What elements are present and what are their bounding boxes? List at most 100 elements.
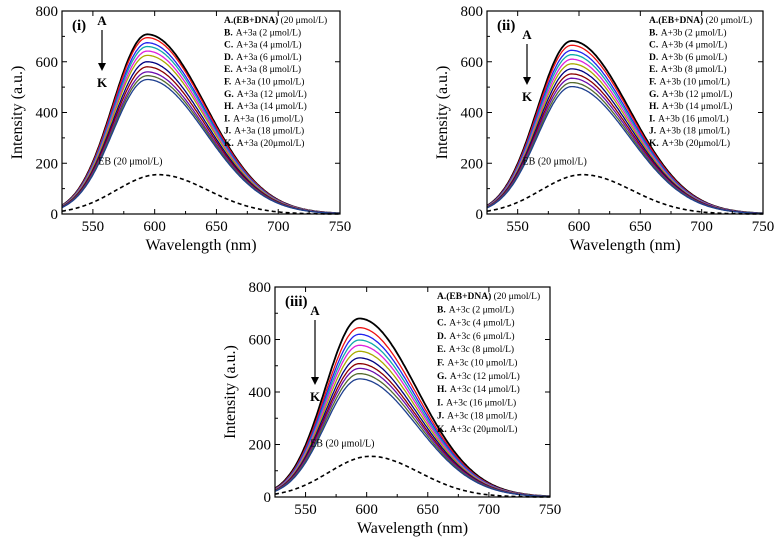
legend-key: I. (649, 114, 655, 124)
legend-key: F. (224, 78, 231, 88)
legend-text: (EB+DNA) (658, 15, 703, 26)
legend-key: I. (224, 114, 230, 124)
eb-curve-label: EB (20 μmol/L) (98, 157, 162, 168)
legend-key: A. (224, 16, 233, 26)
chart-panel-i: 550 600 650 700 750 0 200 400 600 800 Wavelength (… (9, 4, 351, 254)
legend-key: E. (224, 65, 233, 75)
panel-label: (iii) (285, 294, 308, 310)
x-tick-label: 700 (478, 502, 501, 518)
legend-entry: F. A+3a (10 μmol/L) (224, 77, 304, 88)
y-tick-label: 200 (36, 156, 59, 172)
legend-text: (20 μmol/L) (278, 15, 327, 26)
x-tick-label: 650 (417, 502, 440, 518)
legend-text: A+3a (10 μmol/L) (234, 77, 304, 88)
legend-text: A+3c (16 μmol/L) (446, 397, 516, 408)
legend-entry: J. A+3b (18 μmol/L) (649, 126, 730, 137)
chart-panel-iii: 550 600 650 700 750 0 200 400 600 800 Wavelength (… (222, 280, 561, 537)
legend-text: A+3b (6 μmol/L) (661, 52, 727, 63)
legend-text: A+3b (20μmol/L) (662, 138, 730, 149)
legend-text: A+3b (16 μmol/L) (658, 113, 729, 124)
x-tick-label: 750 (329, 219, 352, 235)
x-tick-label: 650 (629, 219, 652, 235)
legend-entry: F. A+3c (10 μmol/L) (437, 358, 517, 369)
legend-entry: A.(EB+DNA) (20 μmol/L) (437, 291, 540, 302)
legend-entry: E. A+3a (8 μmol/L) (224, 64, 301, 75)
y-tick-label: 800 (249, 280, 272, 296)
legend-entry: G. A+3a (12 μmol/L) (224, 89, 307, 100)
arrow-end-label: K (97, 75, 108, 90)
legend-entry: I. A+3a (16 μmol/L) (224, 113, 303, 124)
legend-entry: J. A+3a (18 μmol/L) (224, 126, 304, 137)
legend-key: D. (224, 53, 233, 63)
series-group (486, 39, 764, 215)
legend: A.(EB+DNA) (20 μmol/L)B. A+3b (2 μmol/L)C… (649, 15, 752, 149)
legend-text: A+3c (10 μmol/L) (447, 358, 517, 369)
legend-text: A+3a (4 μmol/L) (236, 40, 301, 51)
y-tick-label: 800 (36, 4, 59, 20)
legend-entry: B. A+3a (2 μmol/L) (224, 27, 301, 38)
y-tick-label: 600 (461, 55, 484, 71)
legend-key: A. (649, 16, 658, 26)
x-tick-label: 650 (205, 219, 228, 235)
legend-text: A+3c (6 μmol/L) (449, 331, 514, 342)
legend-key: K. (649, 139, 659, 149)
legend-key: F. (649, 78, 656, 88)
legend-text: A+3b (10 μmol/L) (659, 77, 730, 88)
legend-text: A+3c (12 μmol/L) (450, 371, 520, 382)
legend-entry: G. A+3c (12 μmol/L) (437, 371, 520, 382)
legend-entry: E. A+3c (8 μmol/L) (437, 344, 514, 355)
legend-key: J. (224, 127, 231, 137)
y-axis-title: Intensity (a.u.) (434, 66, 451, 160)
legend-text: A+3c (8 μmol/L) (449, 344, 514, 355)
legend-entry: C. A+3b (4 μmol/L) (649, 40, 727, 51)
y-axis-title: Intensity (a.u.) (222, 345, 239, 439)
series-line-eb (274, 455, 551, 498)
legend-entry: H. A+3b (14 μmol/L) (649, 101, 732, 112)
legend-key: D. (649, 53, 658, 63)
y-tick-label: 600 (249, 333, 272, 349)
legend-entry: K. A+3a (20μmol/L) (224, 138, 304, 149)
y-tick-label: 400 (461, 106, 484, 122)
legend-entry: D. A+3c (6 μmol/L) (437, 331, 515, 342)
legend-text: A+3a (2 μmol/L) (236, 27, 301, 38)
x-tick-label: 600 (143, 219, 166, 235)
legend-entry: A.(EB+DNA) (20 μmol/L) (649, 15, 752, 26)
series-line-k (61, 78, 341, 215)
y-tick-label: 0 (51, 207, 59, 223)
y-tick-label: 200 (249, 438, 272, 454)
legend-text: (20 μmol/L) (703, 15, 752, 26)
y-tick-label: 600 (36, 55, 59, 71)
legend-key: K. (437, 425, 447, 435)
x-tick-label: 600 (568, 219, 591, 235)
legend-entry: C. A+3a (4 μmol/L) (224, 40, 302, 51)
series-line-eb (61, 173, 341, 215)
legend-text: A+3b (18 μmol/L) (659, 126, 730, 137)
legend-key: C. (649, 41, 658, 51)
legend-text: (20 μmol/L) (491, 291, 540, 302)
arrow-end-label: K (522, 89, 533, 104)
legend-text: (EB+DNA) (446, 291, 491, 302)
legend-key: C. (224, 41, 233, 51)
legend-entry: J. A+3c (18 μmol/L) (437, 411, 517, 422)
legend-key: H. (437, 385, 447, 395)
legend-text: A+3a (8 μmol/L) (236, 64, 301, 75)
legend-key: K. (224, 139, 234, 149)
x-tick-label: 550 (82, 219, 105, 235)
series-line-k (486, 85, 764, 215)
legend-text: A+3a (6 μmol/L) (236, 52, 301, 63)
y-tick-label: 400 (249, 385, 272, 401)
x-tick-label: 600 (355, 502, 378, 518)
x-tick-label: 700 (690, 219, 713, 235)
legend-text: A+3a (16 μmol/L) (233, 113, 303, 124)
series-line-eb (486, 173, 764, 215)
x-axis-title: Wavelength (nm) (357, 520, 468, 537)
legend-entry: H. A+3c (14 μmol/L) (437, 384, 520, 395)
legend-key: H. (224, 102, 234, 112)
legend-key: J. (649, 127, 656, 137)
arrow-end-label: K (310, 389, 321, 404)
arrow-start-label: A (97, 13, 107, 28)
legend-entry: K. A+3b (20μmol/L) (649, 138, 730, 149)
x-tick-label: 550 (294, 502, 317, 518)
legend-text: A+3a (14 μmol/L) (237, 101, 307, 112)
